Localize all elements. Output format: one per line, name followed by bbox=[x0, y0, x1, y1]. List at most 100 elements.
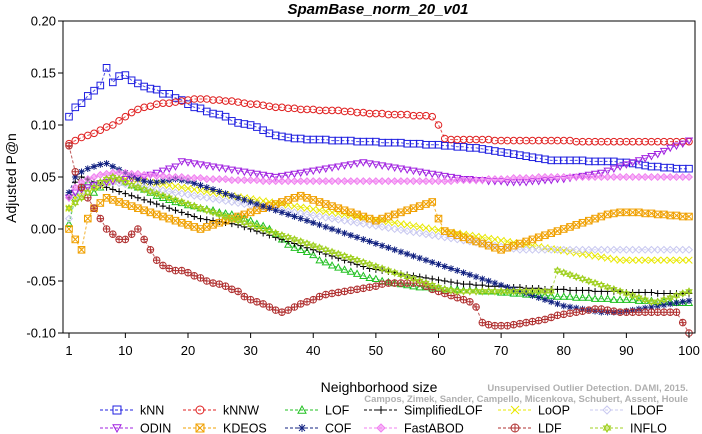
data-point bbox=[64, 193, 74, 202]
legend-marker bbox=[112, 424, 122, 434]
data-point bbox=[177, 218, 186, 227]
data-point bbox=[572, 293, 581, 301]
data-point bbox=[466, 287, 474, 296]
legend-label: LOF bbox=[325, 404, 350, 418]
data-point bbox=[96, 177, 105, 187]
data-point bbox=[516, 288, 524, 295]
data-point bbox=[284, 196, 292, 204]
legend-marker bbox=[510, 405, 520, 415]
data-point bbox=[340, 287, 349, 296]
data-point bbox=[653, 245, 662, 254]
data-point bbox=[215, 195, 224, 204]
data-point bbox=[403, 221, 411, 229]
y-tick-label: 0.20 bbox=[31, 14, 56, 29]
data-point bbox=[291, 213, 298, 220]
data-point bbox=[209, 208, 217, 217]
data-point bbox=[440, 233, 449, 242]
data-point bbox=[296, 300, 305, 308]
data-point bbox=[685, 287, 693, 296]
data-point bbox=[460, 280, 467, 288]
data-point bbox=[346, 217, 355, 226]
data-point bbox=[152, 256, 161, 265]
x-tick-label: 1 bbox=[65, 343, 72, 358]
data-point bbox=[509, 241, 518, 250]
data-point bbox=[397, 208, 405, 217]
data-point bbox=[97, 161, 104, 168]
data-point bbox=[183, 190, 192, 199]
data-point bbox=[428, 112, 437, 121]
data-point bbox=[352, 269, 362, 277]
data-point bbox=[321, 200, 330, 208]
data-point bbox=[346, 267, 355, 275]
data-point bbox=[177, 172, 186, 182]
data-point bbox=[678, 298, 687, 306]
data-point bbox=[522, 287, 530, 296]
data-point bbox=[591, 214, 599, 223]
data-point bbox=[178, 209, 186, 216]
data-point bbox=[65, 225, 73, 233]
data-point bbox=[660, 301, 668, 309]
data-point bbox=[584, 306, 593, 314]
data-point bbox=[359, 257, 368, 267]
data-point bbox=[177, 189, 186, 198]
data-point bbox=[152, 169, 161, 178]
data-point bbox=[509, 320, 518, 329]
series-points-kdeos bbox=[65, 191, 693, 254]
data-point bbox=[309, 167, 318, 176]
data-point bbox=[290, 194, 299, 202]
data-point bbox=[302, 168, 312, 177]
data-point bbox=[290, 202, 299, 210]
data-point bbox=[171, 163, 180, 171]
data-point bbox=[616, 256, 624, 264]
data-point bbox=[127, 108, 136, 117]
data-point bbox=[403, 280, 412, 289]
data-point bbox=[584, 293, 593, 301]
data-point bbox=[547, 245, 556, 254]
data-point bbox=[315, 198, 324, 206]
data-point bbox=[321, 257, 330, 266]
data-point bbox=[603, 282, 612, 292]
data-point bbox=[440, 172, 449, 181]
data-point bbox=[365, 177, 374, 186]
data-point bbox=[378, 177, 387, 186]
data-point bbox=[603, 172, 612, 182]
data-point bbox=[190, 223, 199, 231]
data-point bbox=[102, 64, 111, 72]
legend-label: COF bbox=[325, 422, 352, 434]
legend-item-lof: LOF bbox=[285, 404, 350, 418]
data-point bbox=[597, 280, 606, 290]
data-point bbox=[384, 223, 393, 232]
data-point bbox=[660, 295, 668, 305]
data-point bbox=[334, 227, 342, 235]
data-point bbox=[171, 266, 180, 275]
data-point bbox=[366, 238, 373, 245]
data-point bbox=[221, 282, 230, 291]
data-point bbox=[421, 230, 430, 239]
data-point bbox=[635, 308, 643, 317]
data-point bbox=[146, 170, 155, 179]
data-point bbox=[228, 214, 236, 223]
data-point bbox=[634, 296, 644, 304]
data-point bbox=[84, 188, 92, 197]
series-line-lof bbox=[68, 176, 689, 304]
data-point bbox=[415, 229, 424, 238]
data-point bbox=[515, 245, 524, 254]
data-point bbox=[133, 169, 142, 178]
data-point bbox=[65, 189, 73, 196]
legend-marker bbox=[602, 423, 612, 433]
data-point bbox=[90, 183, 98, 192]
data-point bbox=[440, 177, 449, 186]
axes: -0.10 -0.05 0.00 0.05 0.10 0.15 0.20 1 10 20 30 40 5… bbox=[26, 14, 699, 359]
data-point bbox=[371, 274, 381, 283]
data-point bbox=[547, 291, 556, 299]
data-point bbox=[597, 212, 606, 221]
data-point bbox=[227, 197, 236, 206]
series-points-fastabod bbox=[64, 168, 694, 202]
data-point bbox=[334, 263, 343, 271]
data-point bbox=[591, 278, 599, 288]
data-point bbox=[666, 293, 674, 302]
data-point bbox=[422, 224, 430, 232]
data-point bbox=[221, 196, 230, 205]
data-point bbox=[560, 286, 568, 293]
data-point bbox=[321, 165, 330, 174]
